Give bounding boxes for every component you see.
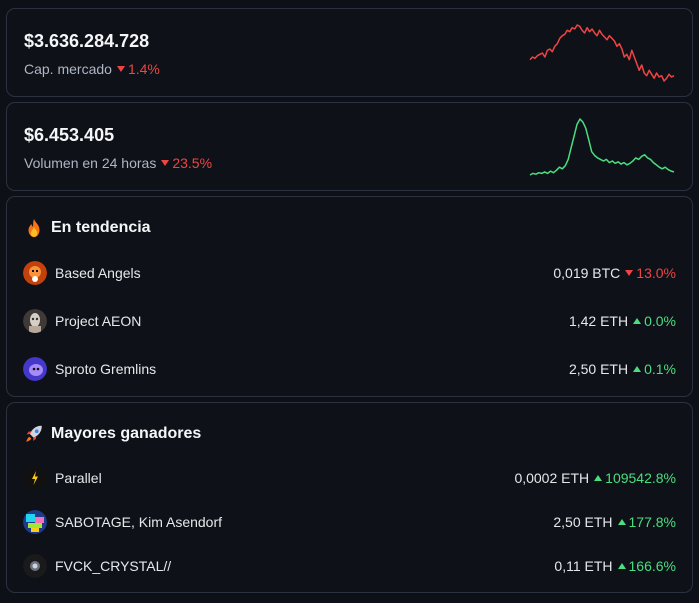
trending-card: En tendencia Based Angels 0,019 BTC 13.0… xyxy=(6,196,693,397)
gainer-row[interactable]: SABOTAGE, Kim Asendorf 2,50 ETH 177.8% xyxy=(23,510,676,534)
gainer-item-name[interactable]: SABOTAGE, Kim Asendorf xyxy=(55,514,223,530)
volume-card[interactable]: $6.453.405 Volumen en 24 horas 23.5% xyxy=(6,102,693,191)
market-cap-subline: Cap. mercado 1.4% xyxy=(24,61,160,77)
gainer-item-price: 0,0002 ETH xyxy=(514,470,590,486)
up-triangle-icon xyxy=(617,563,626,569)
trending-row[interactable]: Project AEON 1,42 ETH 0.0% xyxy=(23,309,676,333)
up-triangle-icon xyxy=(617,519,626,525)
market-cap-sparkline xyxy=(529,24,675,82)
trending-item-price: 1,42 ETH xyxy=(568,313,629,329)
gainer-item-name[interactable]: FVCK_CRYSTAL// xyxy=(55,558,172,574)
gainer-item-change: 109542.8% xyxy=(605,470,676,486)
sabotage-avatar xyxy=(23,510,47,534)
gainer-item-change: 166.6% xyxy=(628,558,676,574)
down-triangle-icon xyxy=(116,66,125,72)
volume-change: 23.5% xyxy=(172,155,213,171)
sparkline-path xyxy=(529,24,675,82)
volume-value: $6.453.405 xyxy=(24,125,115,145)
top-gainers-card: Mayores ganadores Parallel 0,0002 ETH 10… xyxy=(6,402,693,593)
trending-item-change: 0.1% xyxy=(644,361,676,377)
gainer-item-change: 177.8% xyxy=(628,514,676,530)
fvck-crystal-avatar xyxy=(23,554,47,578)
trending-title: En tendencia xyxy=(23,217,151,239)
parallel-avatar xyxy=(23,466,47,490)
top-gainers-title-text: Mayores ganadores xyxy=(51,425,202,442)
market-cap-value: $3.636.284.728 xyxy=(24,31,150,51)
market-cap-change: 1.4% xyxy=(127,61,160,77)
fire-icon xyxy=(28,218,40,238)
top-gainers-title: Mayores ganadores xyxy=(23,423,201,445)
gainer-item-price: 2,50 ETH xyxy=(553,514,613,530)
trending-title-text: En tendencia xyxy=(51,219,151,236)
trending-row[interactable]: Based Angels 0,019 BTC 13.0% xyxy=(23,261,676,285)
trending-item-price: 0,019 BTC xyxy=(553,265,621,281)
trending-item-name[interactable]: Based Angels xyxy=(55,265,141,281)
market-cap-label: Cap. mercado xyxy=(24,61,112,77)
trending-item-change: 0.0% xyxy=(644,313,676,329)
rocket-icon xyxy=(26,425,42,442)
trending-item-change: 13.0% xyxy=(636,265,676,281)
trending-row[interactable]: Sproto Gremlins 2,50 ETH 0.1% xyxy=(23,357,676,381)
trending-item-name[interactable]: Sproto Gremlins xyxy=(55,361,157,377)
up-triangle-icon xyxy=(633,366,642,372)
gainer-item-price: 0,11 ETH xyxy=(554,558,613,574)
sparkline-path xyxy=(529,118,675,176)
down-triangle-icon xyxy=(625,270,634,276)
market-cap-card[interactable]: $3.636.284.728 Cap. mercado 1.4% xyxy=(6,8,693,97)
volume-sparkline xyxy=(529,118,675,176)
project-aeon-avatar xyxy=(23,309,47,333)
volume-subline: Volumen en 24 horas 23.5% xyxy=(24,155,212,171)
down-triangle-icon xyxy=(161,160,170,166)
up-triangle-icon xyxy=(594,475,603,481)
gainer-row[interactable]: FVCK_CRYSTAL// 0,11 ETH 166.6% xyxy=(23,554,676,578)
gainer-item-name[interactable]: Parallel xyxy=(55,470,102,486)
up-triangle-icon xyxy=(633,318,642,324)
trending-item-price: 2,50 ETH xyxy=(568,361,629,377)
gainer-row[interactable]: Parallel 0,0002 ETH 109542.8% xyxy=(23,466,676,490)
sproto-gremlins-avatar xyxy=(23,357,47,381)
volume-label: Volumen en 24 horas xyxy=(24,155,157,171)
based-angels-avatar xyxy=(23,261,47,285)
trending-item-name[interactable]: Project AEON xyxy=(55,313,142,329)
